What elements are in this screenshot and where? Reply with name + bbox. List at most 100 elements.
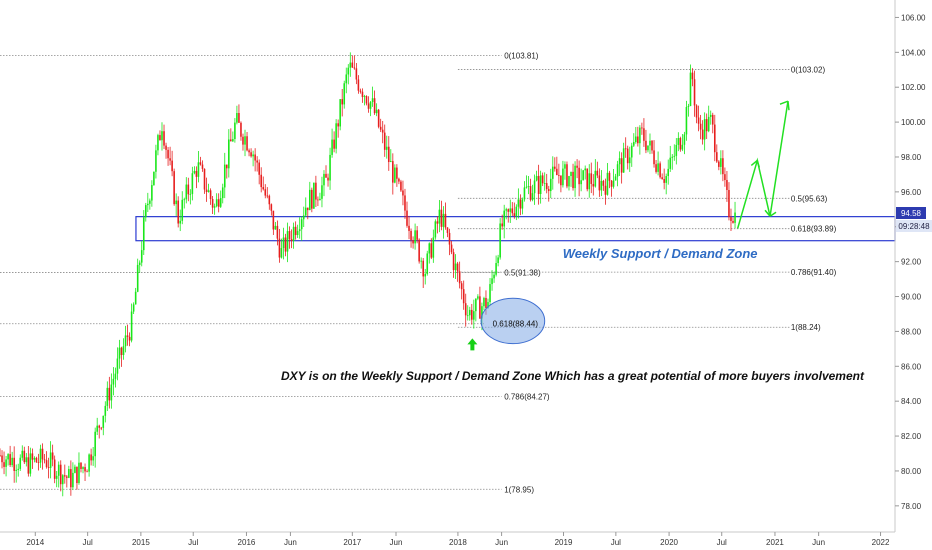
candle-body-57 [114,373,117,379]
candle-body-188 [379,126,382,130]
candle-body-148 [298,229,301,232]
candle-body-329 [665,176,667,183]
x-tick-label-13: Jul [717,538,727,547]
candle-body-32 [63,475,66,477]
candle-body-110 [221,187,224,199]
x-tick-label-1: Jul [83,538,93,547]
candle-body-125 [252,154,254,157]
candle-body-15 [29,453,32,474]
candle-body-273 [551,166,554,179]
x-axis[interactable]: 2014 Jul 2015 Jul 2016 Jun 2017 Jun 2018 Jun 2019 J… [0,531,895,547]
candle-body-158 [319,198,321,201]
candle-body-18 [35,457,38,463]
candle-body-81 [163,131,165,146]
candle-body-170 [343,83,346,105]
candle-body-84 [169,158,171,161]
candle-body-169 [341,99,344,105]
candle-body-213 [430,243,433,258]
candle-body-16 [31,453,34,460]
candle-body-36 [72,472,74,488]
candle-body-253 [511,208,514,214]
candle-body-207 [418,239,420,262]
candle-body-357 [722,158,724,175]
candle-body-74 [149,200,151,204]
candle-body-359 [726,180,728,191]
candle-body-203 [410,230,412,241]
y-axis[interactable]: 78.00 80.00 82.00 84.00 86.00 88.00 90.00 92.00… [894,0,932,532]
countdown-label: 09:28:48 [898,222,930,231]
candle-body-7 [13,457,15,471]
candle-body-130 [262,187,265,190]
candle-body-355 [718,161,720,167]
candle-body-138 [278,238,281,258]
candle-body-278 [562,168,564,186]
candle-body-49 [98,425,101,428]
candle-body-293 [592,183,595,187]
y-tick-label-5: 88.00 [901,327,922,336]
candle-body-98 [197,162,200,177]
candle-body-305 [616,164,619,177]
candle-body-190 [383,132,386,150]
candle-body-311 [628,157,631,164]
candle-body-225 [454,263,457,271]
candle-body-279 [564,164,566,169]
candle-body-202 [408,225,410,231]
candle-body-233 [470,309,473,320]
candle-body-363 [734,212,736,223]
candle-body-12 [23,450,26,463]
x-tick-label-14: 2021 [766,538,784,547]
candle-body-337 [681,144,684,150]
projection-arrow-head [779,100,790,111]
candle-body-39 [78,462,80,484]
candle-body-245 [495,263,497,275]
candle-body-135 [272,210,275,230]
candle-body-1 [1,455,3,463]
candle-body-6 [11,457,13,466]
candle-body-211 [426,253,429,274]
y-tick-label-14: 106.00 [901,13,926,22]
y-tick-label-1: 80.00 [901,467,922,476]
candle-body-181 [365,96,368,104]
candle-body-97 [195,170,198,177]
candle-body-288 [582,170,584,181]
candle-body-205 [414,230,416,244]
candle-body-107 [215,199,218,207]
candle-body-330 [667,168,670,177]
candle-body-111 [223,164,226,188]
demand-zone-label: Weekly Support / Demand Zone [563,246,758,261]
candle-body-62 [124,335,127,347]
candle-body-150 [302,215,305,220]
plot-background [0,0,895,532]
candle-body-219 [442,213,445,227]
candle-body-14 [27,457,30,474]
candle-body-247 [499,223,501,258]
candle-body-184 [371,98,374,103]
candle-body-113 [228,139,230,169]
x-tick-label-6: 2017 [343,538,361,547]
candle-body-40 [80,462,82,469]
y-tick-label-13: 104.00 [901,48,926,57]
candle-body-280 [566,164,568,187]
candle-body-322 [651,140,653,151]
candle-body-342 [691,72,694,80]
candle-body-226 [456,263,459,272]
candle-body-53 [106,387,109,406]
candle-body-20 [39,448,42,463]
candle-body-72 [144,205,147,218]
candle-body-313 [632,142,635,146]
candle-body-294 [594,170,597,187]
candle-body-270 [545,183,548,190]
candle-body-44 [88,454,90,472]
candle-body-153 [309,189,311,211]
last-price-badge [896,207,926,219]
candle-body-284 [574,165,576,189]
candle-body-335 [677,138,680,145]
candle-body-287 [580,180,582,185]
candle-body-133 [268,195,271,205]
candle-body-285 [576,165,578,168]
candle-body-223 [450,244,453,253]
candle-body-38 [76,466,78,484]
candle-body-239 [483,297,485,307]
candle-body-344 [695,105,698,118]
